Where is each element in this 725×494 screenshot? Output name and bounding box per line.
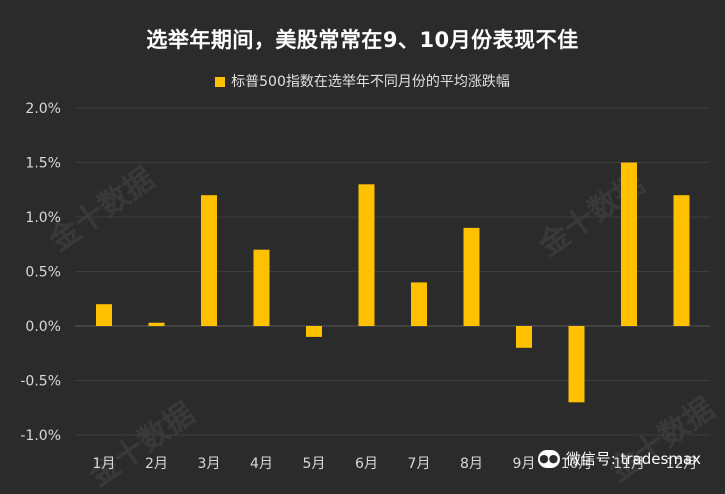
bar xyxy=(411,282,427,326)
bar xyxy=(201,195,217,326)
bar xyxy=(148,322,165,326)
x-tick-label: 12月 xyxy=(666,456,698,472)
y-tick-label: 1.5% xyxy=(25,156,61,172)
x-tick-label: 9月 xyxy=(513,456,536,472)
y-tick-label: 0.5% xyxy=(25,265,61,281)
y-tick-label: -1.0% xyxy=(20,428,61,444)
y-tick-label: 1.0% xyxy=(25,210,61,226)
legend: 标普500指数在选举年不同月份的平均涨跌幅 xyxy=(0,71,725,91)
bar xyxy=(621,162,637,326)
bar xyxy=(568,326,585,403)
x-tick-label: 4月 xyxy=(250,456,273,472)
x-tick-label: 3月 xyxy=(198,456,221,472)
x-tick-label: 7月 xyxy=(408,456,431,472)
y-tick-label: 0.0% xyxy=(25,319,61,335)
bar xyxy=(673,195,690,326)
wechat-icon: ●● xyxy=(537,449,560,468)
chart-title: 选举年期间，美股常常在9、10月份表现不佳 xyxy=(146,28,579,52)
y-tick-label: -0.5% xyxy=(20,374,61,390)
bar xyxy=(306,326,322,337)
bar xyxy=(253,249,270,326)
bar xyxy=(516,326,532,348)
wechat-watermark: ●● 微信号: tradesmax xyxy=(537,448,701,469)
x-tick-label: 8月 xyxy=(460,456,483,472)
y-tick-label: 2.0% xyxy=(25,101,61,117)
legend-label: 标普500指数在选举年不同月份的平均涨跌幅 xyxy=(231,74,510,90)
bar xyxy=(96,304,112,326)
x-tick-label: 5月 xyxy=(303,456,326,472)
bar xyxy=(463,227,480,326)
legend-swatch xyxy=(215,77,226,87)
x-tick-label: 10月 xyxy=(561,456,593,472)
x-tick-label: 11月 xyxy=(613,456,645,472)
x-tick-label: 2月 xyxy=(145,456,168,472)
x-tick-label: 1月 xyxy=(93,456,116,472)
wechat-label: 微信号: tradesmax xyxy=(565,450,701,468)
x-tick-label: 6月 xyxy=(355,456,378,472)
bar xyxy=(358,184,375,326)
